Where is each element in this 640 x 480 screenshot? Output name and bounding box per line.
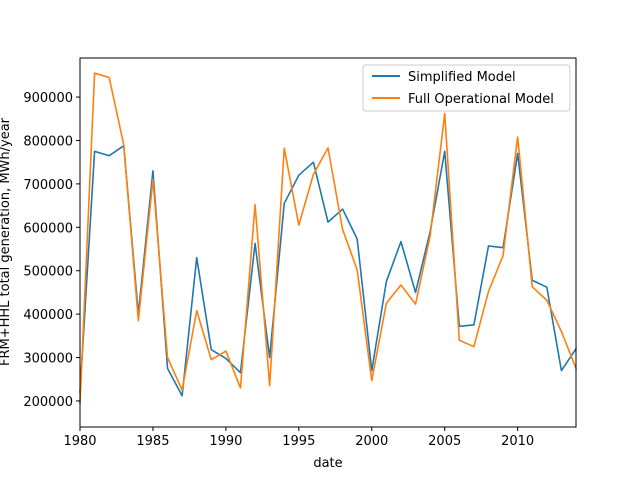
y-tick-label: 400000 <box>23 308 73 323</box>
x-tick-label: 1990 <box>209 434 242 449</box>
series-layer <box>79 72 578 404</box>
x-tick-label: 2010 <box>501 434 534 449</box>
y-tick-label: 500000 <box>23 265 73 280</box>
y-axis-label: FRM+HHL total generation, MWh/year <box>0 117 13 366</box>
y-tick-label: 200000 <box>23 395 73 410</box>
y-tick-label: 300000 <box>23 352 73 367</box>
x-tick-label: 1995 <box>282 434 315 449</box>
x-tick-label: 1980 <box>63 434 96 449</box>
x-tick-label: 2000 <box>355 434 388 449</box>
legend: Simplified Model Full Operational Model <box>362 64 571 112</box>
y-tick-label: 800000 <box>23 134 73 149</box>
legend-box <box>362 64 571 112</box>
x-axis-label: date <box>313 456 342 471</box>
legend-label-full-operational-model: Full Operational Model <box>408 92 554 107</box>
plot-border <box>79 57 577 428</box>
plot-area <box>79 57 578 428</box>
x-tick-label: 1985 <box>136 434 169 449</box>
y-tick-label: 600000 <box>23 221 73 236</box>
y-tick-label: 900000 <box>23 91 73 106</box>
y-axis-ticks: 200000 300000 400000 500000 600000 700000 8000… <box>23 91 80 410</box>
plot-frame <box>80 58 576 427</box>
series-line-full-operational-model <box>79 72 578 404</box>
y-tick-label: 700000 <box>23 178 73 193</box>
x-axis-ticks: 1980 1985 1990 1995 2000 2005 2010 <box>63 427 534 449</box>
x-tick-label: 2005 <box>428 434 461 449</box>
legend-label-simplified-model: Simplified Model <box>408 70 516 85</box>
